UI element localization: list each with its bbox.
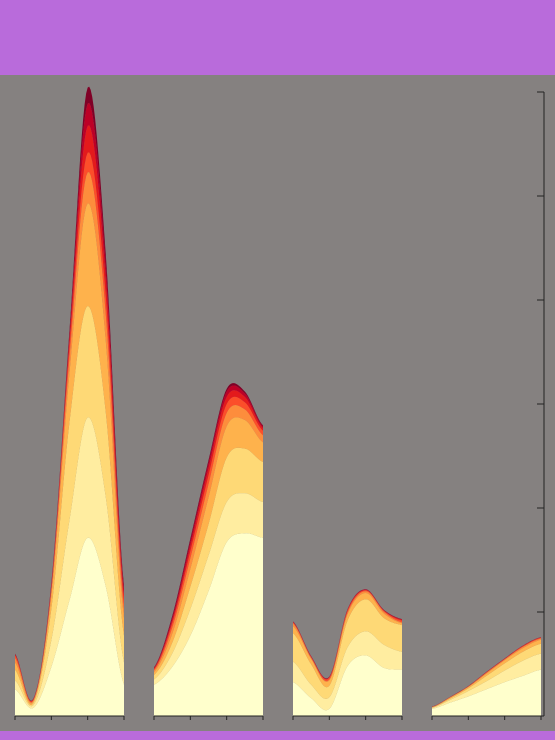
panel-2-series-1-area <box>154 533 263 716</box>
panel-2-series-3-area <box>154 447 263 680</box>
panel-4-series-1-area <box>432 669 541 716</box>
panel-3-series-2-area <box>293 631 402 711</box>
panel-4-series-2-area <box>432 653 541 709</box>
panel-1 <box>14 86 125 720</box>
panel-2-series-4-area <box>154 417 263 675</box>
panel-1-series-2-area <box>15 417 124 709</box>
panel-1-series-4-area <box>15 203 124 706</box>
footer-band <box>0 731 555 740</box>
panel-3-series-3-area <box>293 599 402 699</box>
panel-1-series-1-area <box>15 537 124 716</box>
panel-4 <box>431 637 542 720</box>
panel-4-series-7-area <box>432 637 541 707</box>
header-band <box>0 0 555 75</box>
panel-2-series-2-area <box>154 493 263 685</box>
panel-1-series-3-area <box>15 305 124 707</box>
panel-4-series-4-area <box>432 639 541 708</box>
panel-2 <box>153 383 264 720</box>
panel-3 <box>292 589 403 720</box>
panel-4-series-8-area <box>432 637 541 707</box>
panel-3-series-1-area <box>293 655 402 716</box>
panel-4-series-3-area <box>432 643 541 708</box>
